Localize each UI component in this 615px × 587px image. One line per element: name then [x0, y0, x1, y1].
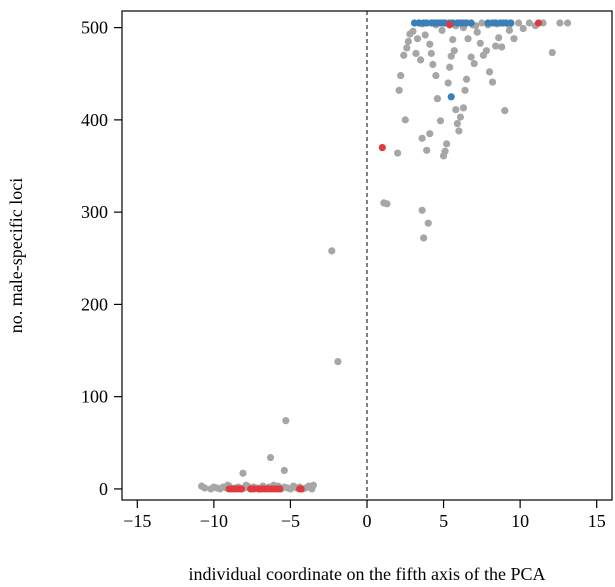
- data-point-series-0: [266, 453, 275, 462]
- data-point-series-0: [280, 466, 288, 475]
- data-point-series-0: [383, 200, 391, 208]
- y-tick-label: 400: [81, 110, 108, 130]
- y-tick-label: 0: [99, 479, 108, 499]
- data-point-series-2: [276, 485, 284, 493]
- data-point-series-0: [495, 34, 503, 42]
- data-point-series-0: [478, 19, 486, 27]
- data-point-series-0: [309, 481, 318, 489]
- data-point-series-1: [467, 19, 475, 27]
- y-tick-label: 100: [81, 387, 108, 407]
- data-point-series-0: [525, 19, 533, 27]
- data-point-series-0: [462, 75, 471, 83]
- x-tick-label: 0: [363, 511, 372, 531]
- x-tick-label: −10: [200, 511, 228, 531]
- data-point-series-0: [412, 49, 420, 58]
- data-point-series-0: [403, 44, 411, 52]
- data-point-series-1: [447, 93, 455, 101]
- data-point-series-0: [421, 31, 429, 39]
- data-point-series-0: [461, 86, 469, 94]
- data-point-series-0: [328, 247, 336, 255]
- data-point-series-0: [467, 53, 475, 61]
- data-point-series-0: [556, 19, 564, 27]
- data-point-series-0: [201, 484, 209, 492]
- data-point-series-0: [548, 48, 556, 57]
- data-point-series-0: [427, 49, 435, 58]
- data-point-series-0: [473, 28, 481, 36]
- data-point-series-0: [418, 134, 426, 142]
- data-point-series-0: [514, 19, 523, 27]
- y-tick-label: 200: [81, 294, 108, 314]
- data-point-series-0: [432, 71, 440, 80]
- data-point-series-2: [378, 143, 386, 152]
- data-point-series-0: [501, 107, 509, 115]
- data-point-series-0: [456, 113, 465, 121]
- data-point-series-0: [334, 358, 342, 366]
- y-tick-label: 300: [81, 202, 108, 222]
- data-point-series-0: [498, 43, 506, 51]
- data-point-series-0: [505, 26, 514, 34]
- data-point-series-0: [444, 79, 452, 87]
- data-point-series-0: [464, 35, 472, 43]
- y-tick-label: 500: [81, 18, 108, 38]
- plot-frame: [121, 10, 613, 501]
- data-point-series-0: [400, 51, 408, 59]
- data-point-series-2: [534, 19, 543, 27]
- data-point-series-0: [433, 95, 442, 103]
- data-point-series-0: [563, 19, 572, 27]
- data-point-series-0: [418, 206, 426, 214]
- data-point-series-0: [476, 39, 484, 47]
- data-point-series-0: [450, 47, 458, 55]
- data-points: [198, 19, 572, 493]
- data-point-series-0: [488, 78, 497, 86]
- data-point-series-0: [423, 146, 431, 154]
- data-point-series-0: [459, 104, 468, 112]
- data-point-series-0: [470, 59, 478, 68]
- data-point-series-0: [443, 140, 451, 148]
- x-tick-label: −5: [281, 511, 300, 531]
- data-point-series-0: [492, 42, 500, 50]
- data-point-series-0: [449, 36, 457, 44]
- data-point-series-0: [436, 117, 445, 125]
- data-point-series-0: [397, 71, 405, 80]
- data-point-series-0: [452, 106, 460, 114]
- data-point-series-0: [438, 26, 446, 34]
- data-point-series-0: [510, 35, 518, 43]
- x-tick-label: 10: [511, 511, 529, 531]
- data-point-series-0: [409, 27, 417, 35]
- data-point-series-0: [426, 130, 434, 138]
- x-axis-title: individual coordinate on the fifth axis …: [189, 564, 546, 584]
- data-point-series-0: [446, 63, 454, 71]
- data-point-series-2: [446, 21, 454, 29]
- data-point-series-0: [426, 40, 434, 48]
- data-point-series-0: [394, 149, 402, 157]
- data-point-series-2: [237, 485, 246, 493]
- data-point-series-0: [413, 35, 422, 43]
- data-point-series-1: [507, 19, 515, 27]
- data-point-series-0: [420, 234, 428, 242]
- data-point-series-0: [447, 52, 455, 60]
- y-axis-title: no. male-specific loci: [6, 178, 26, 333]
- x-tick-label: 5: [439, 511, 448, 531]
- data-point-series-0: [404, 37, 412, 46]
- x-tick-label: 15: [588, 511, 606, 531]
- data-point-series-0: [455, 127, 463, 135]
- x-tick-label: −15: [123, 511, 151, 531]
- axes: −15 −10 −5 0 5 10 15 0 100 200 300 400 500: [81, 18, 606, 531]
- data-point-series-0: [401, 116, 409, 124]
- data-point-series-0: [453, 119, 461, 128]
- data-point-series-0: [239, 469, 247, 477]
- data-point-series-0: [441, 147, 449, 155]
- data-point-series-0: [416, 56, 425, 64]
- data-point-series-2: [297, 485, 305, 493]
- data-point-series-0: [429, 60, 437, 69]
- data-point-series-0: [482, 47, 491, 55]
- data-point-series-0: [395, 86, 403, 94]
- data-point-series-0: [519, 24, 527, 33]
- data-point-series-0: [282, 417, 290, 425]
- data-point-series-0: [485, 68, 494, 76]
- data-point-series-0: [424, 219, 432, 227]
